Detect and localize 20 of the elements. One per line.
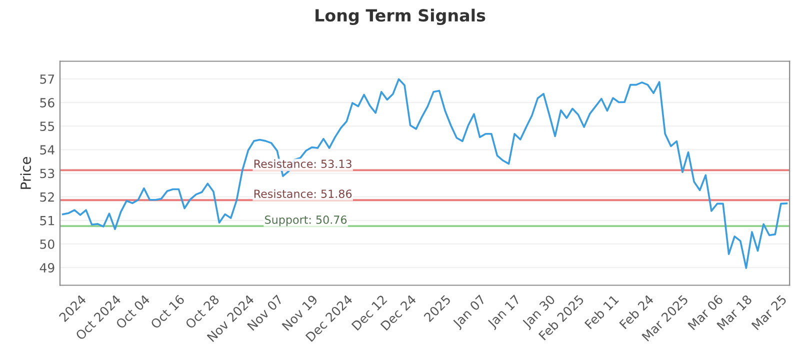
x-tick-label: Jan 17 [486, 294, 522, 330]
y-tick-label: 51 [40, 216, 54, 226]
y-axis-title: Price [20, 157, 31, 189]
ref-line-label: Support: 50.76 [265, 216, 347, 226]
y-tick-label: 56 [40, 98, 54, 108]
ref-line-label: Resistance: 51.86 [254, 189, 352, 198]
x-tick-label: Mar 25 [751, 294, 787, 330]
y-tick-label: 53 [40, 168, 54, 178]
line-series [62, 78, 788, 269]
x-tick-label: Oct 16 [150, 294, 185, 330]
y-tick-label: 55 [40, 122, 54, 132]
chart-title: Long Term Signals [316, 8, 486, 26]
y-tick-label: 52 [40, 192, 54, 202]
x-tick-label: Feb 11 [584, 294, 620, 330]
y-tick-label: 50 [40, 239, 54, 249]
x-tick-label: Jan 07 [452, 294, 488, 330]
y-tick-label: 57 [40, 74, 54, 84]
y-tick-label: 54 [40, 145, 54, 155]
y-tick-label: 49 [40, 263, 54, 272]
ref-line-label: Resistance: 53.13 [254, 159, 352, 168]
